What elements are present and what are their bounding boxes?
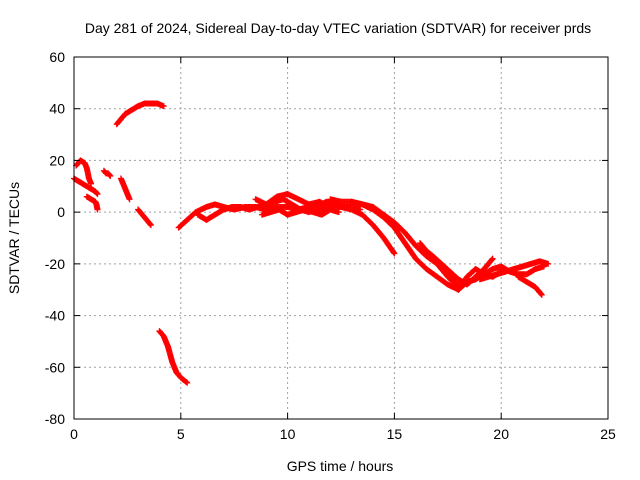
chart-title: Day 281 of 2024, Sidereal Day-to-day VTE… [85,20,591,36]
y-tick-label: 20 [49,152,65,168]
data-point [545,260,552,267]
data-point [107,172,114,179]
data-point [126,196,133,203]
data-point [93,190,100,197]
data-point [147,221,154,228]
x-tick-label: 5 [177,426,185,442]
x-axis-label: GPS time / hours [287,458,394,474]
y-tick-label: 0 [57,204,65,220]
y-tick-label: -20 [45,256,65,272]
data-point [488,256,495,263]
data-points [71,100,552,386]
data-point [94,206,101,213]
x-tick-label: 25 [600,426,616,442]
x-tick-label: 0 [70,426,78,442]
data-point [335,209,342,216]
x-tick-label: 15 [387,426,403,442]
data-point [147,222,154,229]
y-tick-label: -40 [45,308,65,324]
y-tick-label: 60 [49,49,65,65]
data-point [88,180,95,187]
data-point [184,379,191,386]
data-point [183,379,190,386]
x-tick-label: 20 [493,426,509,442]
data-point [538,291,545,298]
data-point [391,250,398,257]
data-point [538,291,545,298]
y-tick-label: -80 [45,411,65,427]
data-point [106,172,113,179]
y-tick-label: -60 [45,359,65,375]
y-axis-label: SDTVAR / TECUs [6,182,22,294]
x-tick-label: 10 [280,426,296,442]
y-tick-label: 40 [49,101,65,117]
data-point [160,103,167,110]
data-point [489,255,496,262]
plot-frame [73,56,609,420]
data-point [390,249,397,256]
data-point [94,191,101,198]
axis-ticks: 0 5 10 15 20 25 -80 -60 -40 -20 0 20 40 60 [45,49,616,442]
data-point [357,206,364,213]
